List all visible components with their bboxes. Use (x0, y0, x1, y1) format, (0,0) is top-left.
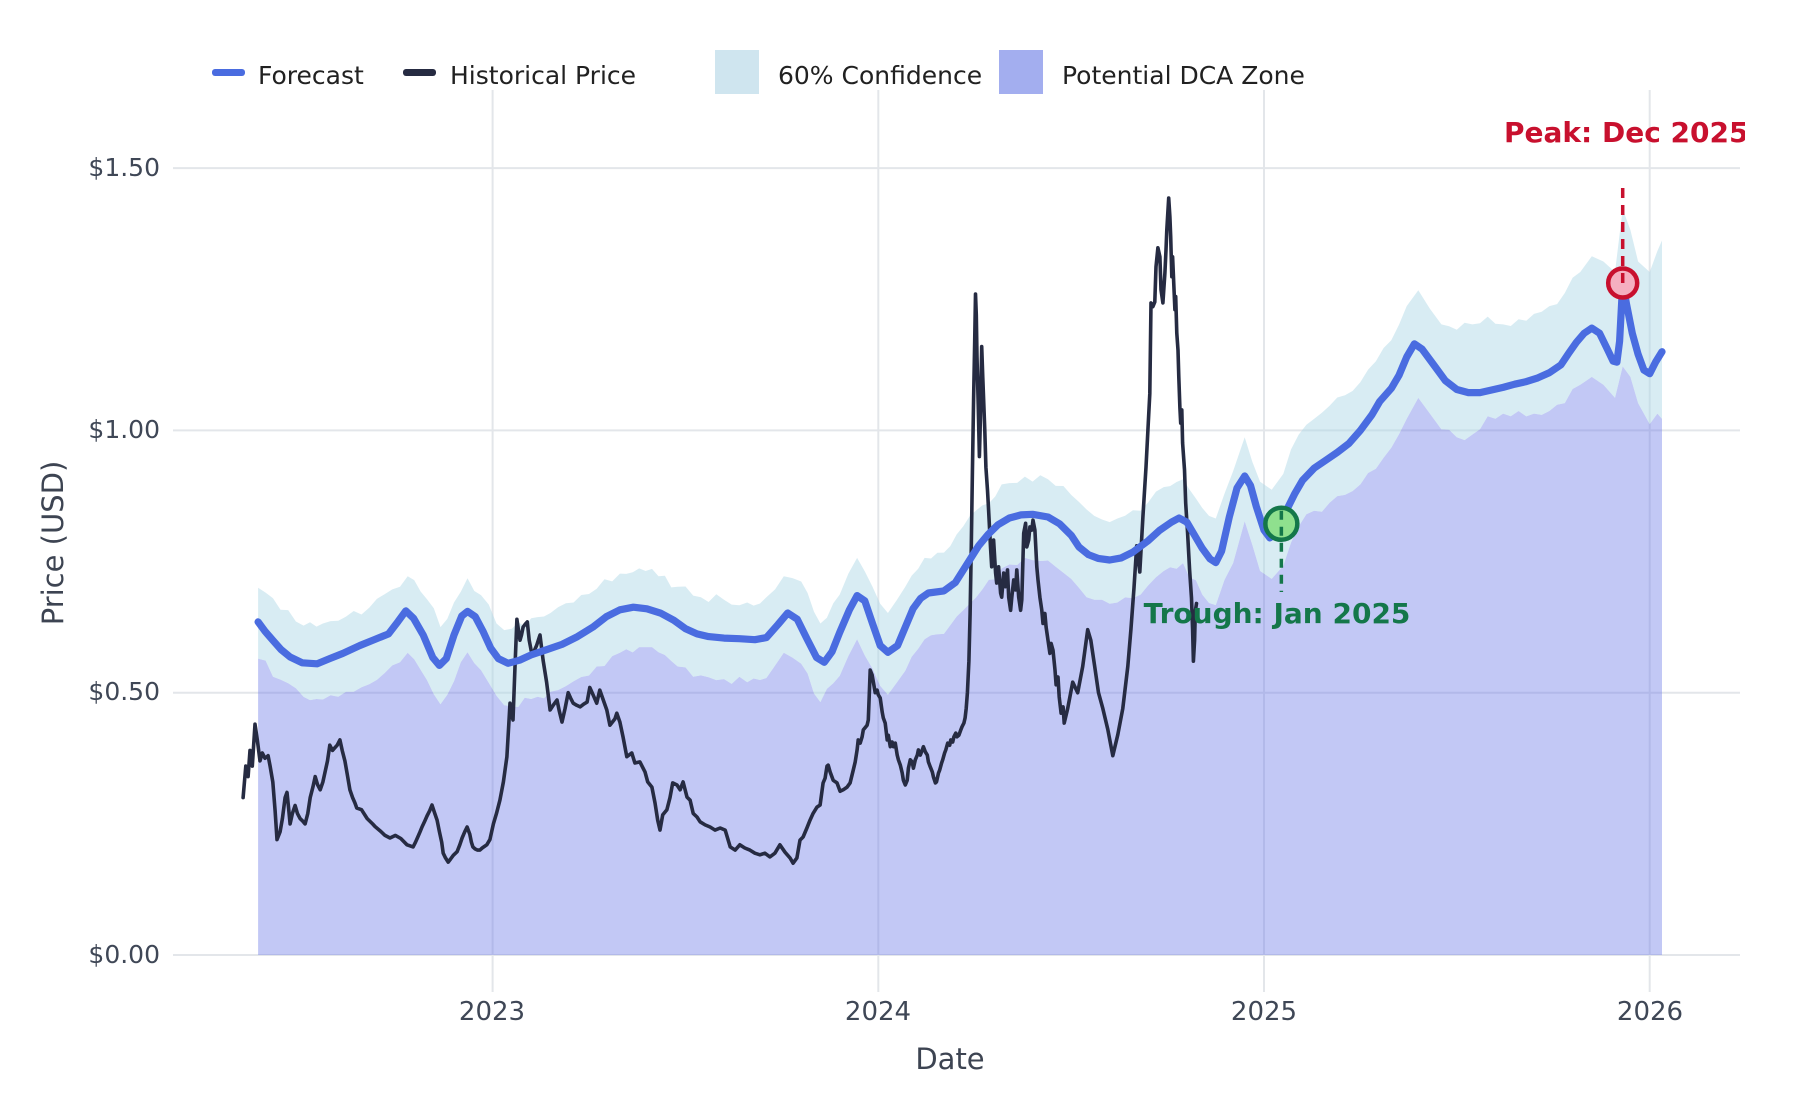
historical-legend-label: Historical Price (450, 61, 637, 90)
trough-marker (1263, 505, 1300, 543)
forecast-legend-swatch (212, 69, 245, 76)
dca-legend-label: Potential DCA Zone (1062, 61, 1305, 90)
dca-legend-swatch (999, 50, 1043, 94)
dca-zone-area (258, 366, 1663, 955)
y-tick-1-50: $1.50 (88, 153, 160, 182)
confidence-legend-label: 60% Confidence (778, 61, 983, 90)
x-tick-2025: 2025 (1230, 997, 1298, 1027)
y-axis-title: Price (USD) (36, 460, 70, 626)
confidence-legend-swatch (715, 50, 759, 94)
y-tick-1-00: $1.00 (88, 415, 160, 444)
trough-annotation-label: Trough: Jan 2025 (1143, 597, 1411, 630)
forecast-legend-label: Forecast (258, 61, 364, 90)
y-tick-0-50: $0.50 (88, 677, 160, 706)
y-tick-0-00: $0.00 (88, 940, 160, 969)
peak-annotation-label: Peak: Dec 2025 (1504, 116, 1745, 149)
confidence-band-area (258, 209, 1663, 707)
x-tick-2024: 2024 (844, 997, 912, 1027)
x-axis-title: Date (915, 1042, 985, 1076)
historical-legend-swatch (403, 69, 436, 76)
historical-price-line (241, 196, 1199, 865)
x-tick-2026: 2026 (1616, 997, 1684, 1027)
forecast-line (254, 279, 1666, 669)
x-tick-2023: 2023 (458, 997, 526, 1027)
